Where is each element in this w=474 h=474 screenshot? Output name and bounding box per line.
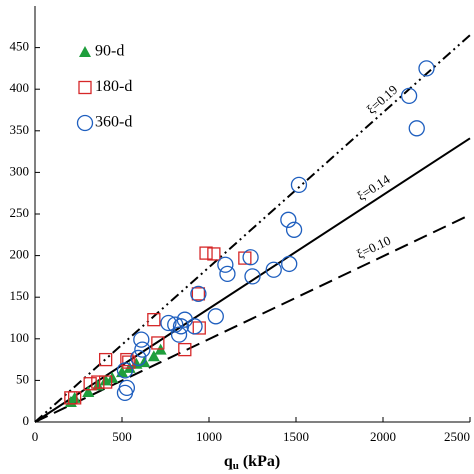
point <box>91 375 105 389</box>
point <box>265 261 282 278</box>
reference-line <box>34 34 471 423</box>
point <box>98 352 113 367</box>
point <box>68 391 81 403</box>
y-tick-label: 250 <box>10 205 30 220</box>
point <box>199 246 213 260</box>
y-tick-label: 50 <box>16 371 29 386</box>
legend-marker <box>78 80 92 95</box>
y-tick-label: 350 <box>10 122 30 137</box>
point <box>207 308 224 325</box>
x-axis-label: qu (kPa) <box>224 453 280 472</box>
point <box>217 256 234 273</box>
y-tick-label: 200 <box>10 247 30 262</box>
point <box>130 349 147 367</box>
point <box>167 316 184 333</box>
point <box>244 268 261 285</box>
point <box>400 87 418 105</box>
x-tick-label: 1000 <box>196 429 222 444</box>
point <box>242 249 259 266</box>
point <box>82 386 95 398</box>
point <box>118 379 136 397</box>
point <box>190 285 207 303</box>
x-label-rest: (kPa) <box>239 453 280 470</box>
reference-line-label: ξ=0.10 <box>354 233 393 262</box>
point <box>122 355 136 369</box>
y-tick-label: 100 <box>10 330 30 345</box>
legend-label: 360-d <box>95 114 132 131</box>
legend-label: 180-d <box>95 78 132 95</box>
point <box>192 321 206 335</box>
point <box>219 265 236 283</box>
point <box>281 255 298 273</box>
point <box>186 318 203 335</box>
point <box>147 313 161 327</box>
x-tick-label: 500 <box>112 429 132 444</box>
x-tick-label: 2500 <box>444 429 470 444</box>
x-tick-label: 2000 <box>370 429 396 444</box>
point <box>147 350 160 362</box>
point <box>191 287 206 301</box>
point <box>290 176 308 194</box>
point <box>408 120 425 137</box>
point <box>178 342 192 357</box>
point <box>207 247 221 261</box>
x-label-sub: u <box>233 460 239 472</box>
point <box>98 375 113 389</box>
y-tick-label: 0 <box>23 413 30 428</box>
point <box>151 336 165 350</box>
legend-marker <box>76 114 94 132</box>
point <box>418 60 435 77</box>
reference-line-label: ξ=0.14 <box>354 171 393 203</box>
y-tick-label: 450 <box>10 39 30 54</box>
point <box>120 352 134 367</box>
x-tick-label: 1500 <box>283 429 309 444</box>
point <box>68 391 82 405</box>
x-label-main: q <box>224 453 233 470</box>
point <box>160 314 177 332</box>
point <box>170 326 188 343</box>
reference-line <box>34 137 471 423</box>
point <box>133 331 150 348</box>
point <box>285 221 303 238</box>
point <box>83 377 97 391</box>
x-tick-label: 0 <box>32 429 39 444</box>
point <box>280 211 297 228</box>
legend-marker <box>79 46 91 57</box>
point <box>134 341 151 358</box>
reference-line-label: ξ=0.19 <box>364 82 401 117</box>
point <box>116 362 134 379</box>
legend-label: 90-d <box>95 43 124 60</box>
y-tick-label: 300 <box>10 163 30 178</box>
y-tick-label: 400 <box>10 80 30 95</box>
reference-line <box>34 213 471 423</box>
y-tick-label: 150 <box>10 288 30 303</box>
